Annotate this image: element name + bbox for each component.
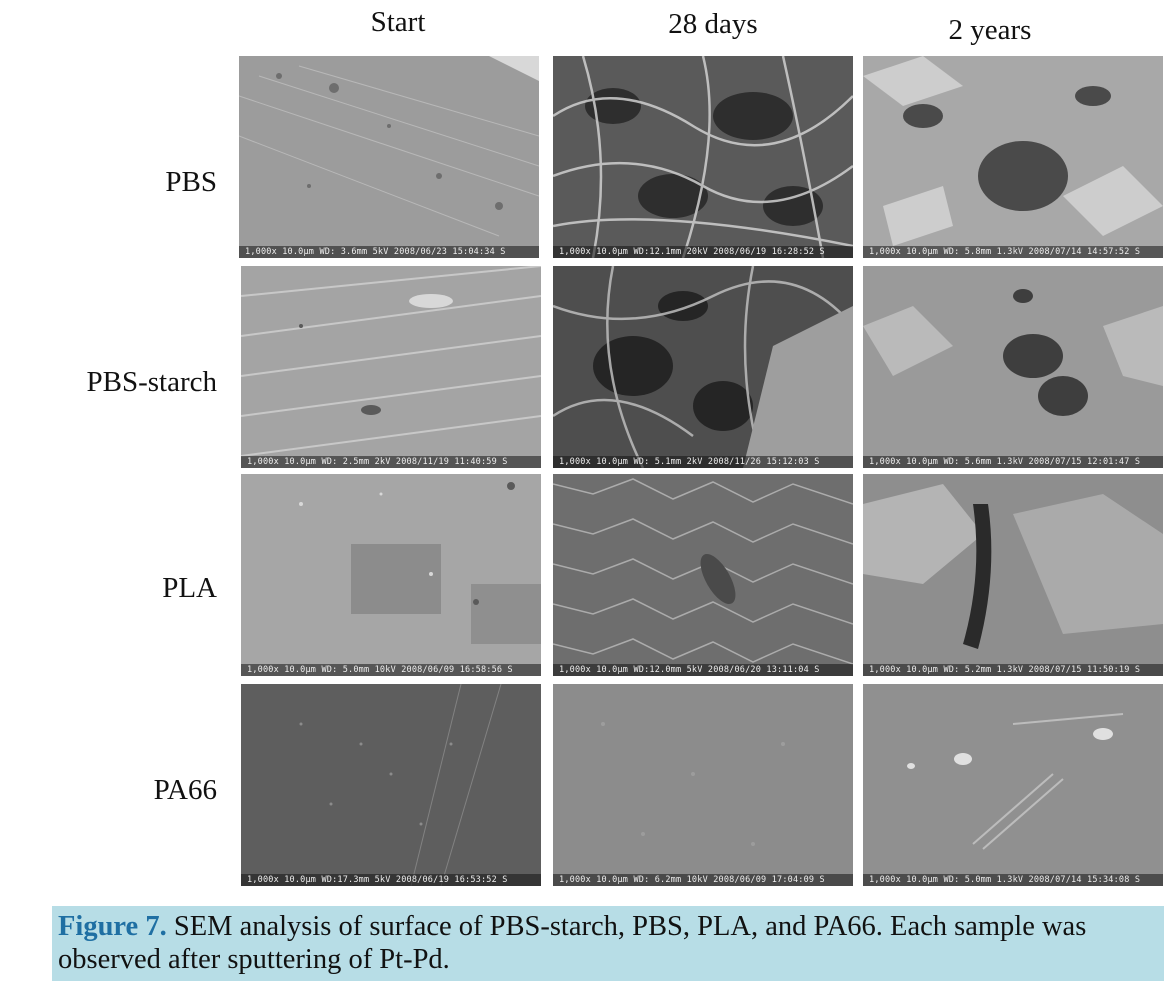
- row-label-pla: PLA: [162, 572, 217, 604]
- sem-info-bar: 1,000x 10.0µm WD:17.3mm 5kV 2008/06/19 1…: [241, 874, 541, 886]
- sem-info-bar: 1,000x 10.0µm WD:12.0mm 5kV 2008/06/20 1…: [553, 664, 853, 676]
- column-header-start: Start: [370, 6, 426, 38]
- sem-image-pla-28-days: 1,000x 10.0µm WD:12.0mm 5kV 2008/06/20 1…: [553, 474, 853, 676]
- sem-image-pa66-start: 1,000x 10.0µm WD:17.3mm 5kV 2008/06/19 1…: [241, 684, 541, 886]
- sem-image-pbs-starch-2-years: 1,000x 10.0µm WD: 5.6mm 1.3kV 2008/07/15…: [863, 266, 1163, 468]
- column-header-2-years: 2 years: [948, 14, 1032, 46]
- row-label-pa66: PA66: [153, 774, 217, 806]
- sem-info-bar: 1,000x 10.0µm WD: 5.0mm 1.3kV 2008/07/14…: [863, 874, 1163, 886]
- sem-info-bar: 1,000x 10.0µm WD: 6.2mm 10kV 2008/06/09 …: [553, 874, 853, 886]
- sem-image-pbs-starch-28-days: 1,000x 10.0µm WD: 5.1mm 2kV 2008/11/26 1…: [553, 266, 853, 468]
- sem-info-bar: 1,000x 10.0µm WD: 5.8mm 1.3kV 2008/07/14…: [863, 246, 1163, 258]
- sem-image-pa66-28-days: 1,000x 10.0µm WD: 6.2mm 10kV 2008/06/09 …: [553, 684, 853, 886]
- sem-info-bar: 1,000x 10.0µm WD: 5.0mm 10kV 2008/06/09 …: [241, 664, 541, 676]
- sem-info-bar: 1,000x 10.0µm WD:12.1mm 20kV 2008/06/19 …: [553, 246, 853, 258]
- sem-image-pa66-2-years: 1,000x 10.0µm WD: 5.0mm 1.3kV 2008/07/14…: [863, 684, 1163, 886]
- row-label-pbs-starch: PBS-starch: [86, 366, 218, 398]
- figure-caption: Figure 7. SEM analysis of surface of PBS…: [52, 906, 1164, 981]
- figure-caption-text: SEM analysis of surface of PBS-starch, P…: [58, 911, 1087, 975]
- sem-info-bar: 1,000x 10.0µm WD: 3.6mm 5kV 2008/06/23 1…: [239, 246, 539, 258]
- sem-image-pbs-start: 1,000x 10.0µm WD: 3.6mm 5kV 2008/06/23 1…: [239, 56, 539, 258]
- sem-info-bar: 1,000x 10.0µm WD: 2.5mm 2kV 2008/11/19 1…: [241, 456, 541, 468]
- sem-info-bar: 1,000x 10.0µm WD: 5.6mm 1.3kV 2008/07/15…: [863, 456, 1163, 468]
- sem-image-pla-start: 1,000x 10.0µm WD: 5.0mm 10kV 2008/06/09 …: [241, 474, 541, 676]
- column-header-28-days: 28 days: [668, 8, 758, 40]
- sem-image-pbs-28-days: 1,000x 10.0µm WD:12.1mm 20kV 2008/06/19 …: [553, 56, 853, 258]
- sem-image-pbs-2-years: 1,000x 10.0µm WD: 5.8mm 1.3kV 2008/07/14…: [863, 56, 1163, 258]
- sem-image-pbs-starch-start: 1,000x 10.0µm WD: 2.5mm 2kV 2008/11/19 1…: [241, 266, 541, 468]
- row-label-pbs: PBS: [165, 166, 217, 198]
- sem-image-pla-2-years: 1,000x 10.0µm WD: 5.2mm 1.3kV 2008/07/15…: [863, 474, 1163, 676]
- sem-info-bar: 1,000x 10.0µm WD: 5.2mm 1.3kV 2008/07/15…: [863, 664, 1163, 676]
- sem-info-bar: 1,000x 10.0µm WD: 5.1mm 2kV 2008/11/26 1…: [553, 456, 853, 468]
- figure-label: Figure 7.: [58, 911, 167, 942]
